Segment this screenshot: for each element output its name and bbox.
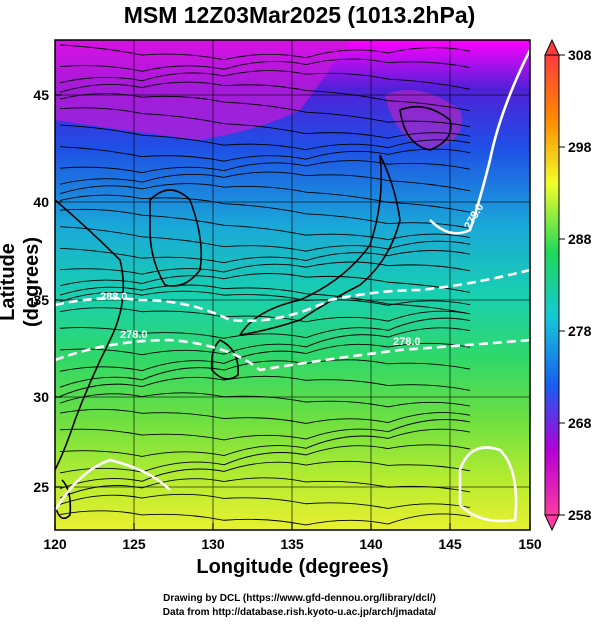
contour-label: 288.0: [100, 291, 128, 303]
streamline: [59, 375, 471, 397]
streamline: [59, 460, 471, 490]
x-tick-label: 140: [359, 536, 383, 552]
streamline: [59, 392, 471, 408]
chart-title: MSM 12Z03Mar2025 (1013.2hPa): [123, 2, 476, 28]
isotherm-288: [55, 338, 530, 372]
cold-air-region: [55, 40, 350, 140]
x-tick-label: 145: [438, 536, 462, 552]
isotherm-south: [55, 446, 518, 523]
colorbar-tick-label: 288: [568, 231, 592, 247]
streamline: [59, 93, 471, 128]
y-axis: 45 40 35 30 25: [33, 87, 62, 495]
contour-label: 278.0: [393, 336, 421, 348]
y-tick-label: 25: [33, 479, 49, 495]
streamline: [59, 419, 471, 441]
colorbar-tick-label: 278: [568, 323, 592, 339]
isotherm-278-east: [429, 49, 530, 235]
streamline: [59, 327, 471, 356]
x-axis-label: Longitude (degrees): [196, 556, 389, 578]
streamline: [59, 408, 471, 424]
streamline: [59, 160, 471, 174]
colorbar-tick-label: 258: [568, 507, 592, 523]
streamline: [59, 146, 471, 162]
streamline: [59, 284, 471, 315]
streamline: [59, 44, 471, 61]
streamline: [59, 208, 471, 241]
streamline: [59, 226, 471, 252]
x-tick-label: 135: [280, 536, 304, 552]
streamline: [59, 107, 471, 139]
streamline: [59, 183, 471, 213]
x-tick-label: 130: [201, 536, 225, 552]
streamline: [59, 81, 471, 112]
streamline: [59, 273, 471, 293]
streamline: [59, 290, 471, 306]
contour-label: 278.0: [120, 329, 148, 341]
credit-drawing: Drawing by DCL (https://www.gfd-dennou.o…: [163, 593, 436, 604]
x-axis: 120 125 130 135 140 145 150: [43, 523, 542, 552]
streamline: [59, 444, 471, 474]
streamline: [59, 307, 471, 323]
streamline: [59, 171, 471, 192]
streamline: [59, 493, 471, 509]
colorbar: 308 298 288 278 268 258: [544, 38, 592, 532]
streamline: [59, 124, 471, 151]
streamline: [59, 359, 471, 388]
streamline: [59, 261, 471, 275]
hokkaido-coast: [399, 105, 452, 151]
x-tick-label: 120: [43, 536, 67, 552]
streamline: [59, 194, 471, 229]
colorbar-bottom-arrow: [544, 514, 560, 532]
x-tick-label: 150: [518, 536, 542, 552]
streamline: [59, 70, 471, 90]
streamline: [59, 510, 471, 526]
streamline: [59, 58, 471, 72]
x-tick-label: 125: [122, 536, 146, 552]
wind-streamlines: [59, 44, 471, 526]
streamline: [59, 317, 471, 339]
colorbar-tick-label: 268: [568, 415, 592, 431]
y-tick-label: 45: [33, 87, 49, 103]
y-tick-label: 40: [33, 194, 49, 210]
y-tick-label: 35: [33, 292, 49, 308]
isotherm-contours: [55, 49, 530, 523]
streamline: [59, 247, 471, 264]
korea-coast: [149, 189, 203, 287]
colorbar-tick-label: 308: [568, 47, 592, 63]
colorbar-bar: [544, 54, 560, 516]
credit-data: Data from http://database.rish.kyoto-u.a…: [162, 607, 437, 618]
streamline: [59, 477, 471, 499]
y-tick-label: 30: [33, 389, 49, 405]
colorbar-top-arrow: [544, 38, 560, 56]
cold-air-region-east: [385, 90, 462, 150]
colorbar-tick-label: 298: [568, 139, 592, 155]
lat-lon-grid: [55, 40, 530, 530]
honshu-coast: [238, 154, 401, 337]
streamline: [59, 428, 471, 457]
streamline: [59, 342, 471, 372]
